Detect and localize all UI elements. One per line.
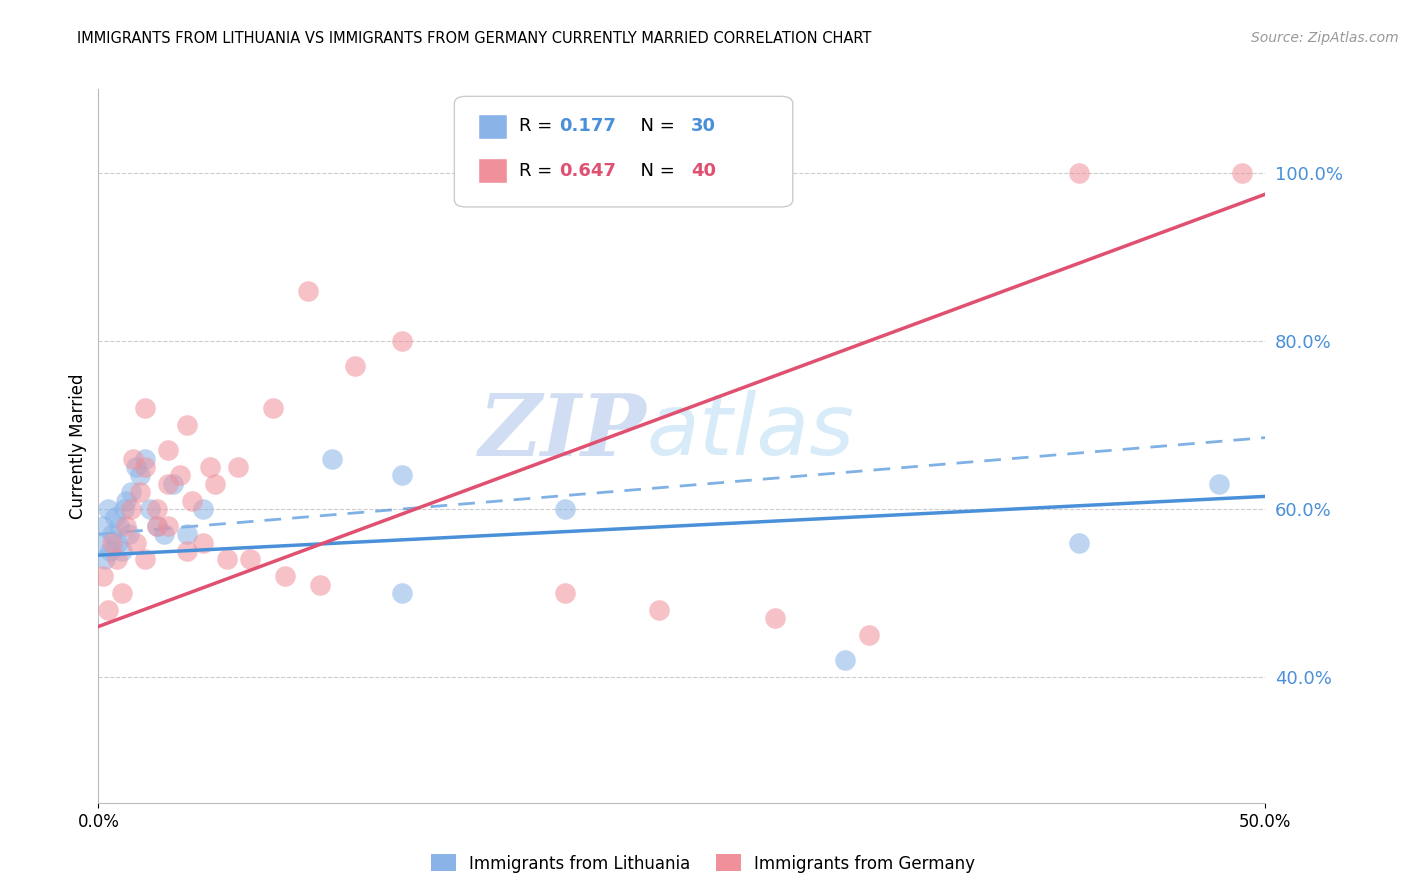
Point — [134, 451, 156, 466]
Point — [1230, 166, 1253, 180]
Point — [122, 451, 145, 466]
Point — [97, 502, 120, 516]
Point — [129, 468, 152, 483]
Point — [647, 603, 669, 617]
Point — [834, 653, 856, 667]
Point — [391, 334, 413, 348]
Point — [763, 611, 786, 625]
Point — [101, 527, 124, 541]
Point — [112, 502, 135, 516]
Point — [111, 586, 134, 600]
Point — [134, 552, 156, 566]
Point — [146, 518, 169, 533]
Point — [125, 535, 148, 549]
Point — [91, 569, 114, 583]
Point — [193, 502, 215, 516]
Point — [176, 527, 198, 541]
Point — [105, 552, 128, 566]
Point — [176, 417, 198, 432]
Point — [162, 476, 184, 491]
Point — [118, 527, 141, 541]
FancyBboxPatch shape — [454, 96, 793, 207]
Point — [134, 401, 156, 416]
Point — [125, 460, 148, 475]
Point — [858, 628, 880, 642]
Text: 30: 30 — [692, 118, 716, 136]
Text: 0.647: 0.647 — [560, 161, 616, 179]
Text: 40: 40 — [692, 161, 716, 179]
Point — [204, 476, 226, 491]
Point — [391, 586, 413, 600]
Text: IMMIGRANTS FROM LITHUANIA VS IMMIGRANTS FROM GERMANY CURRENTLY MARRIED CORRELATI: IMMIGRANTS FROM LITHUANIA VS IMMIGRANTS … — [77, 31, 872, 46]
Text: N =: N = — [630, 161, 681, 179]
Point — [1208, 476, 1230, 491]
Point — [115, 518, 138, 533]
Point — [98, 544, 121, 558]
Point — [169, 468, 191, 483]
Y-axis label: Currently Married: Currently Married — [69, 373, 87, 519]
Point — [120, 485, 142, 500]
Point — [94, 552, 117, 566]
Point — [157, 476, 180, 491]
Point — [554, 586, 576, 600]
Point — [146, 518, 169, 533]
Point — [97, 603, 120, 617]
Point — [200, 460, 222, 475]
Point — [157, 518, 180, 533]
Point — [309, 577, 332, 591]
Point — [152, 527, 174, 541]
Point — [129, 485, 152, 500]
Text: 0.177: 0.177 — [560, 118, 616, 136]
Point — [274, 569, 297, 583]
Text: ZIP: ZIP — [479, 390, 647, 474]
Point — [104, 510, 127, 524]
Point — [262, 401, 284, 416]
Point — [391, 468, 413, 483]
Point — [1067, 535, 1090, 549]
Point — [1067, 166, 1090, 180]
FancyBboxPatch shape — [478, 159, 508, 184]
Point — [111, 544, 134, 558]
Point — [146, 502, 169, 516]
Point — [344, 359, 367, 374]
Point — [134, 460, 156, 475]
Point — [297, 284, 319, 298]
Point — [115, 493, 138, 508]
Point — [157, 443, 180, 458]
Point — [101, 535, 124, 549]
Legend: Immigrants from Lithuania, Immigrants from Germany: Immigrants from Lithuania, Immigrants fr… — [425, 847, 981, 880]
Point — [215, 552, 238, 566]
Point — [180, 493, 202, 508]
FancyBboxPatch shape — [478, 114, 508, 139]
Point — [108, 518, 131, 533]
Text: atlas: atlas — [647, 390, 855, 474]
Point — [139, 502, 162, 516]
Point — [90, 535, 112, 549]
Text: R =: R = — [519, 118, 558, 136]
Point — [91, 518, 114, 533]
Point — [239, 552, 262, 566]
Point — [193, 535, 215, 549]
Point — [105, 535, 128, 549]
Point — [120, 502, 142, 516]
Point — [176, 544, 198, 558]
Point — [554, 502, 576, 516]
Point — [321, 451, 343, 466]
Point — [228, 460, 250, 475]
Text: R =: R = — [519, 161, 558, 179]
Text: Source: ZipAtlas.com: Source: ZipAtlas.com — [1251, 31, 1399, 45]
Text: N =: N = — [630, 118, 681, 136]
